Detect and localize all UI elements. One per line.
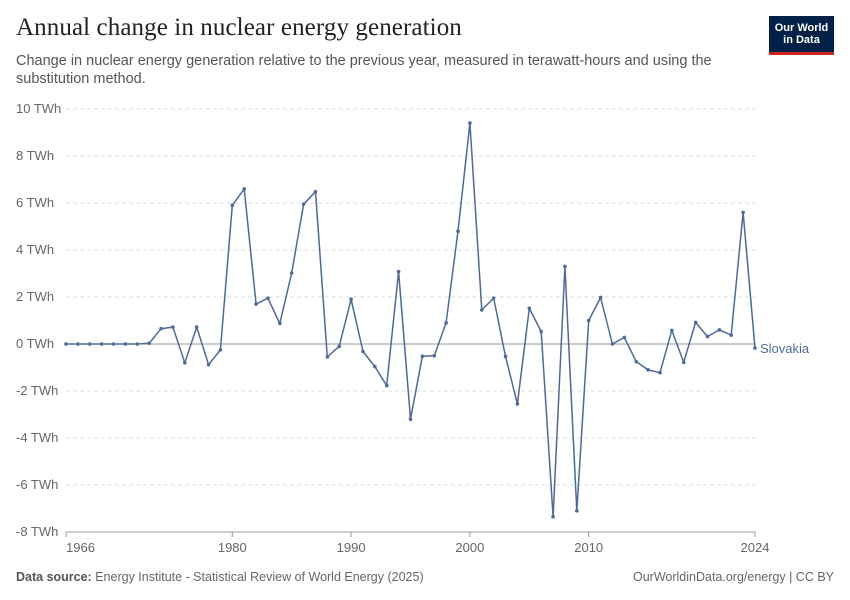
data-point — [242, 187, 246, 191]
data-point — [289, 271, 294, 275]
data-point — [313, 189, 318, 194]
data-source-label: Data source: — [16, 570, 92, 584]
data-point — [527, 306, 532, 311]
data-point — [123, 342, 128, 346]
data-point — [693, 320, 698, 325]
data-point — [111, 342, 116, 346]
data-point — [76, 342, 80, 346]
data-point — [575, 509, 579, 513]
y-tick-label: 4 TWh — [16, 242, 54, 257]
data-point — [432, 353, 437, 358]
data-point — [741, 210, 745, 215]
owid-logo[interactable]: Our World in Data — [769, 16, 834, 55]
data-source: Data source: Energy Institute - Statisti… — [16, 570, 424, 584]
data-point — [254, 302, 258, 306]
x-tick-label: 1980 — [218, 540, 247, 555]
data-point — [337, 344, 342, 349]
data-point — [479, 308, 484, 312]
license-link[interactable]: OurWorldinData.org/energy | CC BY — [632, 570, 834, 584]
data-point — [610, 342, 615, 346]
y-axis-ticks: -8 TWh -6 TWh -4 TWh -2 TWh 0 TWh 2 TWh 4 TWh 6… — [16, 101, 61, 539]
data-point — [396, 269, 401, 274]
data-point — [266, 296, 270, 300]
y-tick-label: -6 TWh — [16, 477, 58, 492]
data-point — [147, 341, 151, 346]
data-point — [384, 383, 389, 388]
y-tick-label: 0 TWh — [16, 336, 54, 351]
data-point — [182, 361, 187, 365]
logo-line-1: Our World — [774, 22, 829, 34]
data-point — [729, 333, 734, 337]
data-point — [491, 296, 496, 300]
data-point — [622, 335, 627, 340]
y-tick-label: 10 TWh — [16, 101, 61, 116]
data-point — [634, 359, 639, 364]
data-point — [301, 202, 306, 206]
data-point — [515, 402, 520, 406]
data-point — [159, 326, 163, 331]
y-tick-label: -8 TWh — [16, 524, 58, 539]
data-point — [171, 325, 175, 329]
data-point — [99, 342, 104, 346]
data-point — [278, 321, 282, 326]
data-point — [563, 264, 567, 269]
footer: Data source: Energy Institute - Statisti… — [16, 570, 834, 584]
y-tick-label: 8 TWh — [16, 148, 54, 163]
data-point — [456, 229, 460, 233]
data-point — [206, 362, 211, 367]
x-tick-label: 2000 — [455, 540, 484, 555]
data-point — [551, 514, 555, 519]
x-tick-label: 1966 — [66, 540, 95, 555]
y-tick-label: 6 TWh — [16, 195, 54, 210]
series-label: Slovakia — [760, 341, 810, 356]
data-point — [444, 321, 448, 325]
x-tick-label: 1990 — [337, 540, 366, 555]
data-point — [194, 325, 199, 329]
y-tick-label: 2 TWh — [16, 289, 54, 304]
data-source-text[interactable]: Energy Institute - Statistical Review of… — [95, 570, 424, 584]
chart-subtitle: Change in nuclear energy generation rela… — [16, 53, 712, 87]
series-line — [66, 122, 756, 518]
y-tick-label: -4 TWh — [16, 430, 58, 445]
data-point — [420, 354, 425, 359]
data-point — [705, 334, 710, 339]
data-point — [230, 203, 235, 208]
data-point — [586, 318, 591, 323]
data-point — [681, 360, 686, 365]
data-point — [64, 342, 68, 346]
line-chart: -8 TWh -6 TWh -4 TWh -2 TWh 0 TWh 2 TWh 4 TWh 6… — [16, 101, 810, 555]
series-layer: Slovakia — [64, 121, 810, 519]
x-tick-label: 2010 — [574, 540, 603, 555]
y-tick-label: -2 TWh — [16, 383, 58, 398]
chart-title: Annual change in nuclear energy generati… — [16, 14, 462, 41]
data-point — [670, 328, 674, 333]
data-point — [361, 349, 365, 354]
data-point — [598, 295, 603, 300]
data-point — [717, 328, 722, 332]
grid-layer — [66, 108, 755, 533]
data-point — [408, 417, 413, 422]
x-tick-label: 2024 — [741, 540, 770, 555]
data-point — [503, 354, 508, 359]
data-point — [646, 368, 650, 372]
logo-line-2: in Data — [783, 34, 820, 46]
data-point — [539, 329, 543, 334]
data-point — [658, 370, 662, 375]
data-point — [218, 348, 223, 352]
data-point — [135, 342, 140, 346]
data-point — [325, 355, 330, 359]
data-point — [753, 346, 757, 350]
data-point — [468, 121, 472, 125]
x-axis-ticks: 1966 1980 1990 2000 2010 2024 — [65, 531, 770, 555]
data-point — [87, 342, 92, 346]
data-point — [349, 297, 353, 302]
data-point — [373, 364, 377, 369]
